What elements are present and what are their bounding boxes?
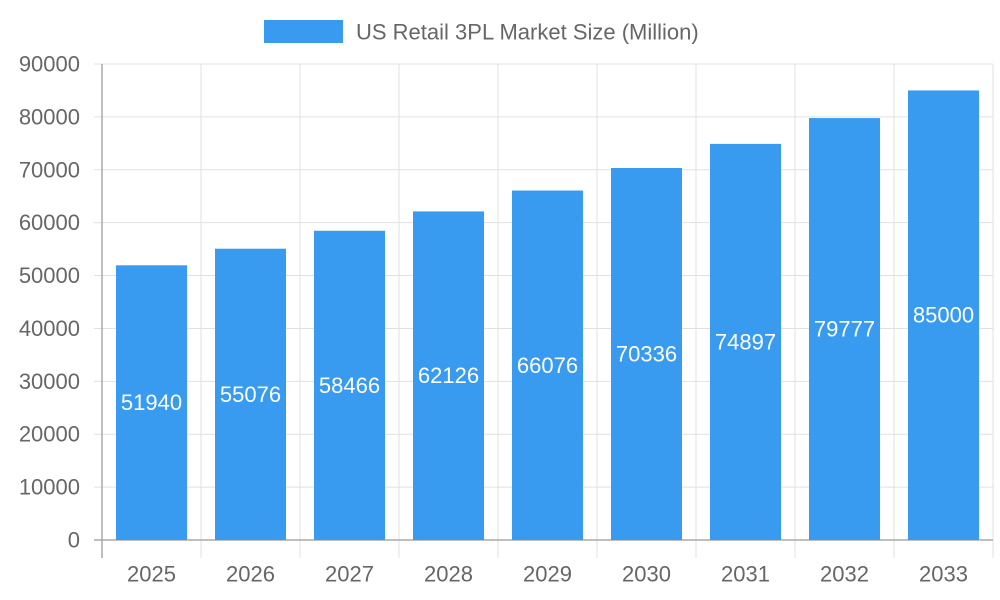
y-tick-label: 70000 (19, 157, 80, 182)
legend-label: US Retail 3PL Market Size (Million) (356, 20, 699, 45)
y-tick-label: 60000 (19, 210, 80, 235)
x-tick-label: 2026 (226, 562, 275, 587)
y-tick-label: 50000 (19, 263, 80, 288)
y-tick-label: 90000 (19, 52, 80, 77)
x-tick-label: 2027 (325, 562, 374, 587)
data-label: 51940 (121, 390, 182, 415)
y-tick-label: 10000 (19, 475, 80, 500)
bar-2029 (512, 190, 583, 540)
bar-2033 (908, 90, 979, 540)
x-tick-label: 2033 (919, 562, 968, 587)
y-tick-label: 80000 (19, 104, 80, 129)
x-tick-label: 2025 (127, 562, 176, 587)
data-label: 70336 (616, 342, 677, 367)
y-tick-label: 20000 (19, 422, 80, 447)
bar-2027 (314, 230, 385, 540)
data-label: 74897 (715, 329, 776, 354)
bar-2030 (611, 168, 682, 540)
bar-2032 (809, 118, 880, 541)
bar-2031 (710, 143, 781, 540)
x-tick-label: 2029 (523, 562, 572, 587)
y-tick-label: 0 (68, 528, 80, 553)
y-tick-label: 30000 (19, 369, 80, 394)
legend-swatch (264, 20, 343, 43)
data-label: 66076 (517, 353, 578, 378)
data-label: 79777 (814, 317, 875, 342)
data-label: 85000 (913, 303, 974, 328)
data-label: 62126 (418, 363, 479, 388)
x-tick-label: 2028 (424, 562, 473, 587)
bar-2025 (116, 265, 187, 540)
x-tick-label: 2030 (622, 562, 671, 587)
data-label: 58466 (319, 373, 380, 398)
bar-2028 (413, 211, 484, 540)
x-tick-label: 2031 (721, 562, 770, 587)
y-tick-label: 40000 (19, 316, 80, 341)
x-tick-label: 2032 (820, 562, 869, 587)
data-label: 55076 (220, 382, 281, 407)
bar-2026 (215, 248, 286, 540)
